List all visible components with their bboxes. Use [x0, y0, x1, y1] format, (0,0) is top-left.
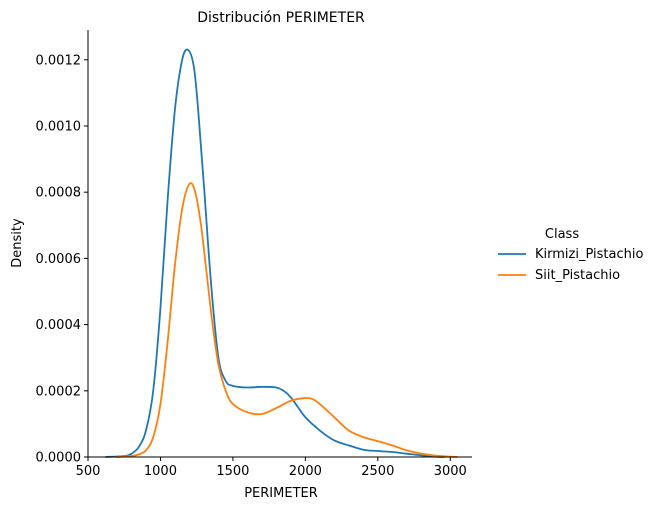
legend-title: Class: [545, 227, 579, 242]
y-tick-label: 0.0004: [36, 318, 82, 333]
y-tick-label: 0.0012: [36, 53, 82, 68]
legend-label-siit: Siit_Pistachio: [535, 268, 620, 283]
x-tick-label: 500: [76, 464, 101, 479]
x-tick-label: 1500: [216, 464, 249, 479]
y-tick-label: 0.0008: [36, 186, 82, 201]
x-axis-label: PERIMETER: [244, 486, 318, 501]
x-tick-label: 1000: [144, 464, 177, 479]
y-tick-label: 0.0000: [36, 451, 82, 466]
x-tick-label: 2500: [361, 464, 394, 479]
legend-label-kirmizi: Kirmizi_Pistachio: [535, 247, 643, 262]
y-tick-label: 0.0010: [36, 119, 82, 134]
series-line-siit: [115, 182, 458, 458]
x-tick-label: 3000: [434, 464, 467, 479]
series-lines: [105, 48, 458, 458]
y-tick-label: 0.0006: [36, 252, 82, 267]
chart-title: Distribución PERIMETER: [197, 10, 365, 26]
y-axis-label: Density: [10, 218, 25, 268]
series-line-kirmizi: [105, 48, 445, 458]
legend: Class Kirmizi_Pistachio Siit_Pistachio: [498, 227, 643, 283]
y-axis-ticks: 0.0000 0.0002 0.0004 0.0006 0.0008 0.0010 0.00…: [36, 53, 88, 466]
y-tick-label: 0.0002: [36, 384, 82, 399]
x-tick-label: 2000: [289, 464, 322, 479]
x-axis-ticks: 500 1000 1500 2000 2500 3000: [76, 457, 467, 479]
